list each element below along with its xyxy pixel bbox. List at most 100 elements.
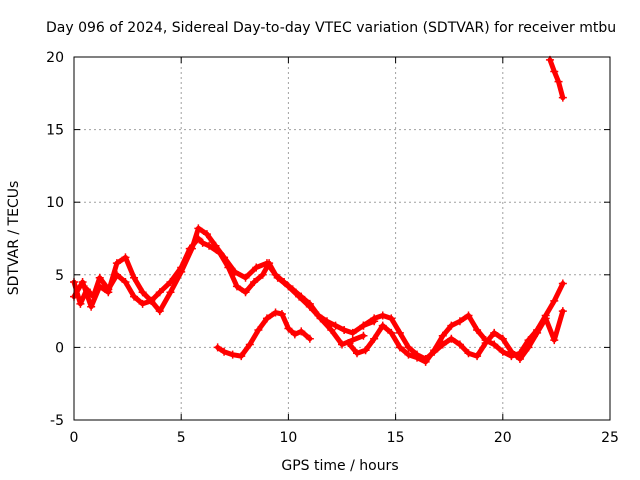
data-point-marker (447, 321, 456, 330)
data-point-marker (121, 253, 130, 262)
plot-frame (73, 56, 611, 421)
data-point-marker (507, 347, 516, 356)
data-point-marker (550, 296, 559, 305)
data-point-marker (187, 244, 196, 253)
y-axis-label: SDTVAR / TECUs (6, 181, 22, 296)
data-point-marker (550, 67, 559, 76)
data-point-marker (130, 292, 139, 301)
data-point-marker (327, 325, 336, 334)
series-line-track-e (360, 308, 566, 362)
data-point-marker (220, 347, 229, 356)
data-point-marker (76, 299, 85, 308)
data-point-marker (464, 311, 473, 320)
data-point-marker (455, 317, 464, 326)
data-point-marker (228, 350, 237, 359)
data-point-marker (95, 282, 104, 291)
data-point-marker (245, 340, 254, 349)
data-point-marker (541, 314, 550, 323)
data-point-marker (464, 349, 473, 358)
y-tick-label: 0 (55, 340, 64, 356)
data-point-marker (481, 339, 490, 348)
data-point-marker (241, 273, 250, 282)
data-point-marker (290, 330, 299, 339)
data-point-marker (438, 340, 447, 349)
data-point-marker (359, 321, 368, 330)
data-point-marker (262, 314, 271, 323)
data-point-marker (284, 324, 293, 333)
data-point-marker (198, 238, 207, 247)
y-tick-label: 10 (46, 195, 64, 211)
data-point-marker (378, 311, 387, 320)
data-point-marker (490, 340, 499, 349)
series-line-track-d (345, 281, 566, 365)
data-point-marker (305, 334, 314, 343)
data-point-marker (430, 347, 439, 356)
data-point-marker (455, 340, 464, 349)
x-tick-label: 25 (601, 430, 619, 446)
data-point-marker (166, 288, 175, 297)
data-point-marker (78, 278, 87, 287)
series-line-track-a (71, 236, 377, 336)
series-layer (70, 55, 567, 366)
data-point-marker (273, 273, 282, 282)
x-tick-label: 20 (494, 430, 512, 446)
tick-layer (73, 56, 611, 421)
data-point-marker (277, 310, 286, 319)
data-point-marker (359, 331, 368, 340)
data-point-marker (316, 314, 325, 323)
data-point-marker (250, 278, 259, 287)
data-point-marker (155, 307, 164, 316)
y-tick-label: -5 (50, 413, 64, 429)
data-point-marker (254, 325, 263, 334)
data-point-marker (241, 288, 250, 297)
data-point-marker (297, 327, 306, 336)
y-tick-label: 5 (55, 268, 64, 284)
chart-title: Day 096 of 2024, Sidereal Day-to-day VTE… (46, 20, 616, 36)
data-point-marker (387, 314, 396, 323)
data-point-marker (447, 334, 456, 343)
data-point-marker (340, 325, 349, 334)
data-point-marker (194, 224, 203, 233)
data-point-marker (295, 292, 304, 301)
data-point-marker (104, 288, 113, 297)
data-point-marker (473, 325, 482, 334)
data-point-marker (262, 259, 271, 268)
data-point-marker (232, 282, 241, 291)
data-point-marker (438, 331, 447, 340)
data-point-marker (498, 347, 507, 356)
data-point-marker (213, 343, 222, 352)
data-point-marker (558, 279, 567, 288)
data-point-marker (331, 321, 340, 330)
data-point-marker (95, 273, 104, 282)
tick-label-layer: 0 5 10 15 20 25 -5 0 5 10 15 20 (46, 50, 619, 446)
data-point-marker (353, 349, 362, 358)
data-point-marker (121, 278, 130, 287)
data-point-marker (387, 328, 396, 337)
data-point-marker (348, 328, 357, 337)
data-point-marker (252, 263, 261, 272)
series-line-track-f (547, 57, 566, 101)
data-point-marker (305, 302, 314, 311)
data-point-marker (338, 340, 346, 349)
data-point-marker (490, 328, 499, 337)
data-point-marker (344, 339, 353, 348)
data-point-marker (348, 336, 357, 345)
x-axis-label: GPS time / hours (281, 458, 398, 474)
data-point-marker (211, 241, 220, 250)
data-point-marker (515, 355, 524, 364)
data-point-marker (378, 321, 387, 330)
y-tick-label: 15 (46, 123, 64, 139)
data-point-marker (395, 343, 404, 352)
data-point-marker (404, 350, 413, 359)
x-tick-label: 0 (70, 430, 79, 446)
data-point-marker (284, 282, 293, 291)
data-point-marker (533, 328, 542, 337)
data-point-marker (237, 352, 246, 361)
data-point-marker (87, 302, 96, 311)
data-point-marker (421, 355, 430, 364)
grid-layer (74, 57, 610, 420)
data-point-marker (395, 328, 404, 337)
data-point-marker (177, 267, 186, 276)
x-tick-label: 5 (177, 430, 186, 446)
